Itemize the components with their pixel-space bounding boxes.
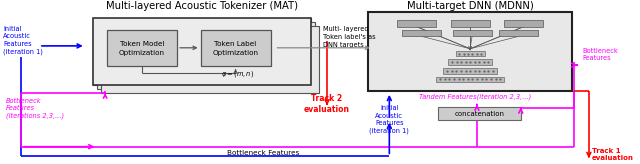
Bar [397,20,436,27]
Bar [368,12,572,91]
Bar [436,77,504,82]
Text: Multi-target DNN (MDNN): Multi-target DNN (MDNN) [407,1,534,11]
Text: Bottleneck
Features
(iterations 2,3,...): Bottleneck Features (iterations 2,3,...) [6,98,64,119]
Text: Token Model: Token Model [120,41,164,47]
Text: Bottleneck
Features: Bottleneck Features [582,48,618,61]
Text: Multi-layered Acoustic Tokenizer (MAT): Multi-layered Acoustic Tokenizer (MAT) [106,1,298,11]
Text: Token Label: Token Label [214,41,257,47]
Bar [456,51,484,56]
Text: Initial
Acoustic
Features
(iteration 1): Initial Acoustic Features (iteration 1) [369,105,409,134]
Bar [448,59,492,65]
Text: Track 1
evaluation: Track 1 evaluation [592,148,634,161]
Text: Tandem Features(iteration 2,3,...): Tandem Features(iteration 2,3,...) [419,94,531,101]
Text: Optimization: Optimization [119,50,165,56]
Text: Bottleneck Features: Bottleneck Features [227,150,299,156]
Text: $\varphi = (m,n)$: $\varphi = (m,n)$ [221,69,254,79]
Text: Multi- layered
Token label's as
DNN targets: Multi- layered Token label's as DNN targ… [323,26,376,48]
Bar [93,18,312,85]
Text: Track 2
evaluation: Track 2 evaluation [304,94,350,114]
Text: Optimization: Optimization [212,50,259,56]
Text: Initial
Acoustic
Features
(iteration 1): Initial Acoustic Features (iteration 1) [3,26,43,55]
Bar [452,30,492,36]
Bar [97,22,316,89]
Bar [93,18,312,85]
Bar [499,30,538,36]
Text: concatenation: concatenation [454,111,504,117]
Bar [504,20,543,27]
Bar [200,30,271,66]
Bar [402,30,441,36]
Bar [107,30,177,66]
Bar [438,107,521,120]
Bar [451,20,490,27]
Bar [101,26,319,93]
Bar [444,68,497,74]
